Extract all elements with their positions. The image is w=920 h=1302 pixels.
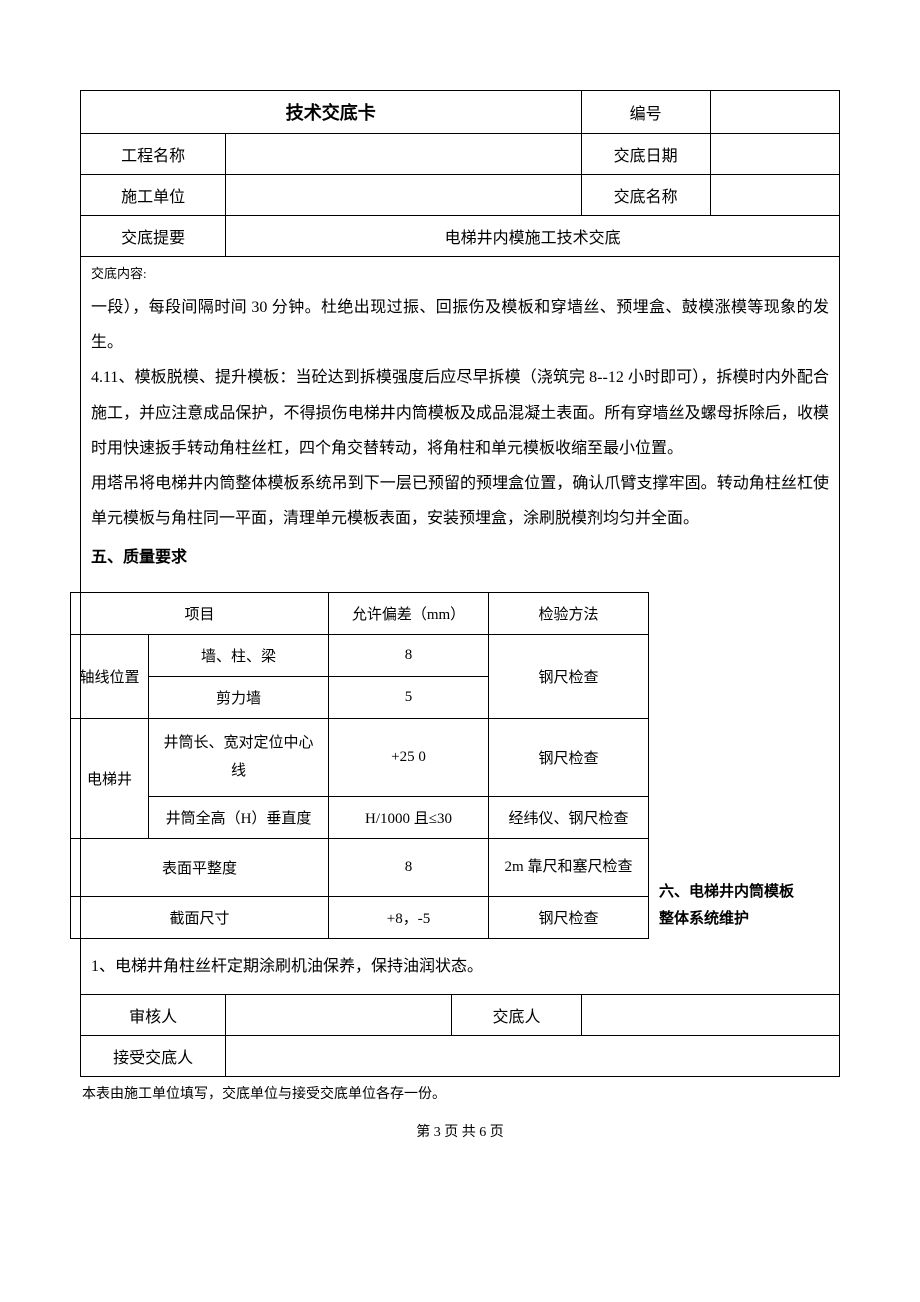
q-method-ruler3: 钢尺检查 bbox=[489, 896, 649, 938]
disclose-label: 交底人 bbox=[452, 994, 581, 1035]
quality-table: 项目 允许偏差（mm） 检验方法 轴线位置 墙、柱、梁 8 钢尺检查 剪力墙 5 bbox=[70, 592, 649, 939]
name-value bbox=[710, 175, 839, 216]
table-row: 轴线位置 墙、柱、梁 8 钢尺检查 bbox=[71, 634, 649, 676]
footer-row-1: 审核人 交底人 bbox=[81, 994, 840, 1035]
q-method-ruler: 钢尺检查 bbox=[489, 634, 649, 718]
body-para-1: 一段），每段间隔时间 30 分钟。杜绝出现过振、回振伤及模板和穿墙丝、预埋盒、鼓… bbox=[91, 290, 829, 360]
number-label: 编号 bbox=[581, 91, 710, 134]
disclose-value bbox=[581, 994, 839, 1035]
q-tol-h1000: H/1000 且≤30 bbox=[329, 796, 489, 838]
quality-section: 项目 允许偏差（mm） 检验方法 轴线位置 墙、柱、梁 8 钢尺检查 剪力墙 5 bbox=[81, 582, 839, 939]
reviewer-label: 审核人 bbox=[81, 994, 226, 1035]
table-row: 电梯井 井筒长、宽对定位中心线 +25 0 钢尺检查 bbox=[71, 718, 649, 796]
q-tol-25: +25 0 bbox=[329, 718, 489, 796]
q-tol-8: 8 bbox=[329, 634, 489, 676]
q-tol-5: 5 bbox=[329, 676, 489, 718]
q-sub-shaft-lw: 井筒长、宽对定位中心线 bbox=[149, 718, 329, 796]
section-6-heading: 六、电梯井内筒模板 整体系统维护 bbox=[659, 879, 839, 939]
section-5-heading: 五、质量要求 bbox=[91, 540, 829, 575]
content-row: 交底内容: 一段），每段间隔时间 30 分钟。杜绝出现过振、回振伤及模板和穿墙丝… bbox=[81, 257, 840, 995]
summary-label: 交底提要 bbox=[81, 216, 226, 257]
q-sub-height: 井筒全高（H）垂直度 bbox=[149, 796, 329, 838]
table-row: 截面尺寸 +8，-5 钢尺检查 bbox=[71, 896, 649, 938]
table-row: 表面平整度 8 2m 靠尺和塞尺检查 bbox=[71, 838, 649, 896]
project-value bbox=[226, 134, 581, 175]
q-group-flatness: 表面平整度 bbox=[71, 838, 329, 896]
q-sub-shear: 剪力墙 bbox=[149, 676, 329, 718]
document-table: 技术交底卡 编号 工程名称 交底日期 施工单位 交底名称 交底提要 电梯井内模施… bbox=[80, 90, 840, 1077]
footer-row-2: 接受交底人 bbox=[81, 1035, 840, 1076]
date-value bbox=[710, 134, 839, 175]
body-para-3: 用塔吊将电梯井内筒整体模板系统吊到下一层已预留的预埋盒位置，确认爪臂支撑牢固。转… bbox=[91, 466, 829, 536]
unit-label: 施工单位 bbox=[81, 175, 226, 216]
q-tol-8n5: +8，-5 bbox=[329, 896, 489, 938]
reviewer-value bbox=[226, 994, 452, 1035]
q-method-2m: 2m 靠尺和塞尺检查 bbox=[489, 838, 649, 896]
quality-header-row: 项目 允许偏差（mm） 检验方法 bbox=[71, 592, 649, 634]
qh-item: 项目 bbox=[71, 592, 329, 634]
q-group-section: 截面尺寸 bbox=[71, 896, 329, 938]
header-row-summary: 交底提要 电梯井内模施工技术交底 bbox=[81, 216, 840, 257]
q-sub-wall: 墙、柱、梁 bbox=[149, 634, 329, 676]
unit-value bbox=[226, 175, 581, 216]
page-number: 第 3 页 共 6 页 bbox=[80, 1121, 840, 1141]
q-method-theodolite: 经纬仪、钢尺检查 bbox=[489, 796, 649, 838]
qh-method: 检验方法 bbox=[489, 592, 649, 634]
q-group-elevator: 电梯井 bbox=[71, 718, 149, 838]
date-label: 交底日期 bbox=[581, 134, 710, 175]
maintenance-item-1: 1、电梯井角柱丝杆定期涂刷机油保养，保持油润状态。 bbox=[81, 939, 839, 994]
content-label: 交底内容: bbox=[91, 263, 829, 282]
doc-title: 技术交底卡 bbox=[81, 91, 582, 134]
project-label: 工程名称 bbox=[81, 134, 226, 175]
body-para-2: 4.11、模板脱模、提升模板：当砼达到拆模强度后应尽早拆模（浇筑完 8--12 … bbox=[91, 360, 829, 466]
header-row-project: 工程名称 交底日期 bbox=[81, 134, 840, 175]
summary-value: 电梯井内模施工技术交底 bbox=[226, 216, 840, 257]
side-note-line1: 六、电梯井内筒模板 bbox=[659, 879, 839, 906]
q-group-axis: 轴线位置 bbox=[71, 634, 149, 718]
name-label: 交底名称 bbox=[581, 175, 710, 216]
q-tol-8b: 8 bbox=[329, 838, 489, 896]
receiver-value bbox=[226, 1035, 840, 1076]
number-value bbox=[710, 91, 839, 134]
header-row-title: 技术交底卡 编号 bbox=[81, 91, 840, 134]
table-row: 井筒全高（H）垂直度 H/1000 且≤30 经纬仪、钢尺检查 bbox=[71, 796, 649, 838]
header-row-unit: 施工单位 交底名称 bbox=[81, 175, 840, 216]
receiver-label: 接受交底人 bbox=[81, 1035, 226, 1076]
q-method-ruler2: 钢尺检查 bbox=[489, 718, 649, 796]
side-note-line2: 整体系统维护 bbox=[659, 906, 839, 933]
footnote: 本表由施工单位填写，交底单位与接受交底单位各存一份。 bbox=[82, 1083, 840, 1103]
content-cell: 交底内容: 一段），每段间隔时间 30 分钟。杜绝出现过振、回振伤及模板和穿墙丝… bbox=[81, 257, 840, 995]
qh-tolerance: 允许偏差（mm） bbox=[329, 592, 489, 634]
